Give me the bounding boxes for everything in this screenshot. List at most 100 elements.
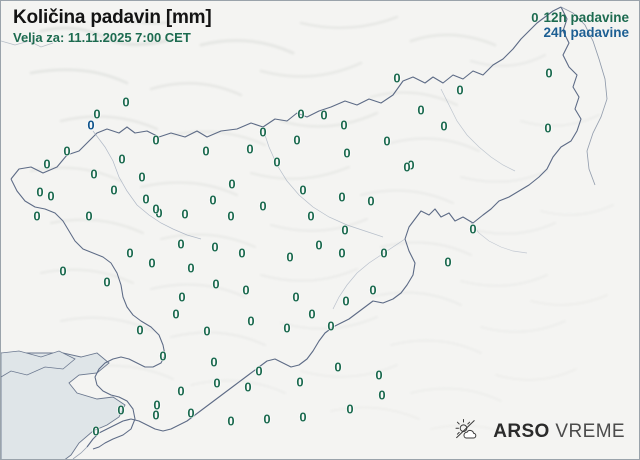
station-marker[interactable]: 0 xyxy=(43,156,51,172)
station-marker[interactable]: 0 xyxy=(122,94,130,110)
station-marker[interactable]: 0 xyxy=(283,320,291,336)
legend-swatch-12h-icon: 0 xyxy=(531,10,539,25)
station-marker[interactable]: 0 xyxy=(338,189,346,205)
station-marker[interactable]: 0 xyxy=(90,166,98,182)
station-marker[interactable]: 0 xyxy=(255,363,263,379)
station-marker[interactable]: 0 xyxy=(242,282,250,298)
station-marker[interactable]: 0 xyxy=(296,374,304,390)
station-marker[interactable]: 0 xyxy=(263,411,271,427)
station-marker[interactable]: 0 xyxy=(203,323,211,339)
station-marker[interactable]: 0 xyxy=(159,348,167,364)
station-marker[interactable]: 0 xyxy=(202,143,210,159)
station-marker[interactable]: 0 xyxy=(212,276,220,292)
station-marker[interactable]: 0 xyxy=(177,383,185,399)
station-marker[interactable]: 0 xyxy=(238,245,246,261)
station-marker[interactable]: 0 xyxy=(244,379,252,395)
station-marker[interactable]: 0 xyxy=(209,192,217,208)
station-marker[interactable]: 0 xyxy=(375,367,383,383)
station-marker[interactable]: 0 xyxy=(327,318,335,334)
station-marker[interactable]: 0 xyxy=(293,132,301,148)
station-marker[interactable]: 0 xyxy=(152,201,160,217)
station-marker[interactable]: 0 xyxy=(126,245,134,261)
station-marker[interactable]: 0 xyxy=(33,208,41,224)
river-drava-lower xyxy=(470,222,528,254)
station-marker[interactable]: 0 xyxy=(138,169,146,185)
station-marker[interactable]: 0 xyxy=(407,157,415,173)
station-marker[interactable]: 0 xyxy=(456,82,464,98)
station-marker[interactable]: 0 xyxy=(136,322,144,338)
station-marker[interactable]: 0 xyxy=(117,402,125,418)
station-marker[interactable]: 0 xyxy=(227,208,235,224)
station-marker[interactable]: 0 xyxy=(383,133,391,149)
station-marker[interactable]: 0 xyxy=(403,159,411,175)
station-marker[interactable]: 0 xyxy=(273,154,281,170)
station-marker[interactable]: 0 xyxy=(103,274,111,290)
station-marker[interactable]: 0 xyxy=(172,306,180,322)
station-marker[interactable]: 0 xyxy=(378,387,386,403)
station-marker[interactable]: 0 xyxy=(315,237,323,253)
station-marker[interactable]: 0 xyxy=(228,176,236,192)
station-marker[interactable]: 0 xyxy=(152,132,160,148)
station-marker[interactable]: 0 xyxy=(59,263,67,279)
station-marker[interactable]: 0 xyxy=(153,397,161,413)
legend-label-12h: 12h padavine xyxy=(543,10,629,25)
station-marker[interactable]: 0 xyxy=(338,245,346,261)
station-marker[interactable]: 0 xyxy=(299,182,307,198)
station-marker[interactable]: 0 xyxy=(417,102,425,118)
station-marker[interactable]: 0 xyxy=(259,124,267,140)
station-marker[interactable]: 0 xyxy=(545,65,553,81)
station-marker[interactable]: 0 xyxy=(211,239,219,255)
legend-item-12h: 0 12h padavine xyxy=(531,10,629,25)
station-marker[interactable]: 0 xyxy=(393,70,401,86)
station-marker[interactable]: 0 xyxy=(440,118,448,134)
station-marker[interactable]: 0 xyxy=(152,407,160,423)
station-marker[interactable]: 0 xyxy=(142,191,150,207)
station-marker[interactable]: 0 xyxy=(292,289,300,305)
station-marker[interactable]: 0 xyxy=(187,405,195,421)
station-marker[interactable]: 0 xyxy=(341,222,349,238)
station-marker[interactable]: 0 xyxy=(92,423,100,439)
station-marker[interactable]: 0 xyxy=(178,289,186,305)
station-marker[interactable]: 0 xyxy=(444,254,452,270)
station-marker[interactable]: 0 xyxy=(307,208,315,224)
legend: 0 12h padavine 0 24h padavine xyxy=(531,10,629,40)
station-marker[interactable]: 0 xyxy=(299,409,307,425)
station-marker[interactable]: 0 xyxy=(367,193,375,209)
station-marker[interactable]: 0 xyxy=(342,293,350,309)
station-marker[interactable]: 0 xyxy=(155,205,163,221)
station-marker[interactable]: 0 xyxy=(47,188,55,204)
station-marker[interactable]: 0 xyxy=(87,117,95,133)
station-marker[interactable]: 0 xyxy=(181,206,189,222)
station-marker[interactable]: 0 xyxy=(286,249,294,265)
station-marker[interactable]: 0 xyxy=(110,182,118,198)
station-marker[interactable]: 0 xyxy=(297,106,305,122)
station-marker[interactable]: 0 xyxy=(346,401,354,417)
station-marker[interactable]: 0 xyxy=(343,145,351,161)
station-marker[interactable]: 0 xyxy=(247,313,255,329)
station-marker[interactable]: 0 xyxy=(334,359,342,375)
station-marker[interactable]: 0 xyxy=(177,236,185,252)
station-marker[interactable]: 0 xyxy=(259,198,267,214)
station-marker[interactable]: 0 xyxy=(187,260,195,276)
station-marker[interactable]: 0 xyxy=(320,107,328,123)
station-marker[interactable]: 0 xyxy=(213,375,221,391)
station-marker[interactable]: 0 xyxy=(148,255,156,271)
station-marker[interactable]: 0 xyxy=(63,143,71,159)
station-marker[interactable]: 0 xyxy=(210,354,218,370)
station-marker[interactable]: 0 xyxy=(246,141,254,157)
adriatic-sea xyxy=(1,352,126,459)
station-marker[interactable]: 0 xyxy=(36,184,44,200)
station-marker[interactable]: 0 xyxy=(85,208,93,224)
station-marker[interactable]: 0 xyxy=(118,151,126,167)
station-marker[interactable]: 0 xyxy=(227,413,235,429)
station-marker[interactable]: 0 xyxy=(93,106,101,122)
sun-behind-cloud-icon xyxy=(455,418,477,445)
station-marker[interactable]: 0 xyxy=(469,221,477,237)
station-marker[interactable]: 0 xyxy=(340,117,348,133)
station-marker[interactable]: 0 xyxy=(544,120,552,136)
station-marker[interactable]: 0 xyxy=(369,282,377,298)
station-marker[interactable]: 0 xyxy=(380,245,388,261)
station-marker[interactable]: 0 xyxy=(308,306,316,322)
